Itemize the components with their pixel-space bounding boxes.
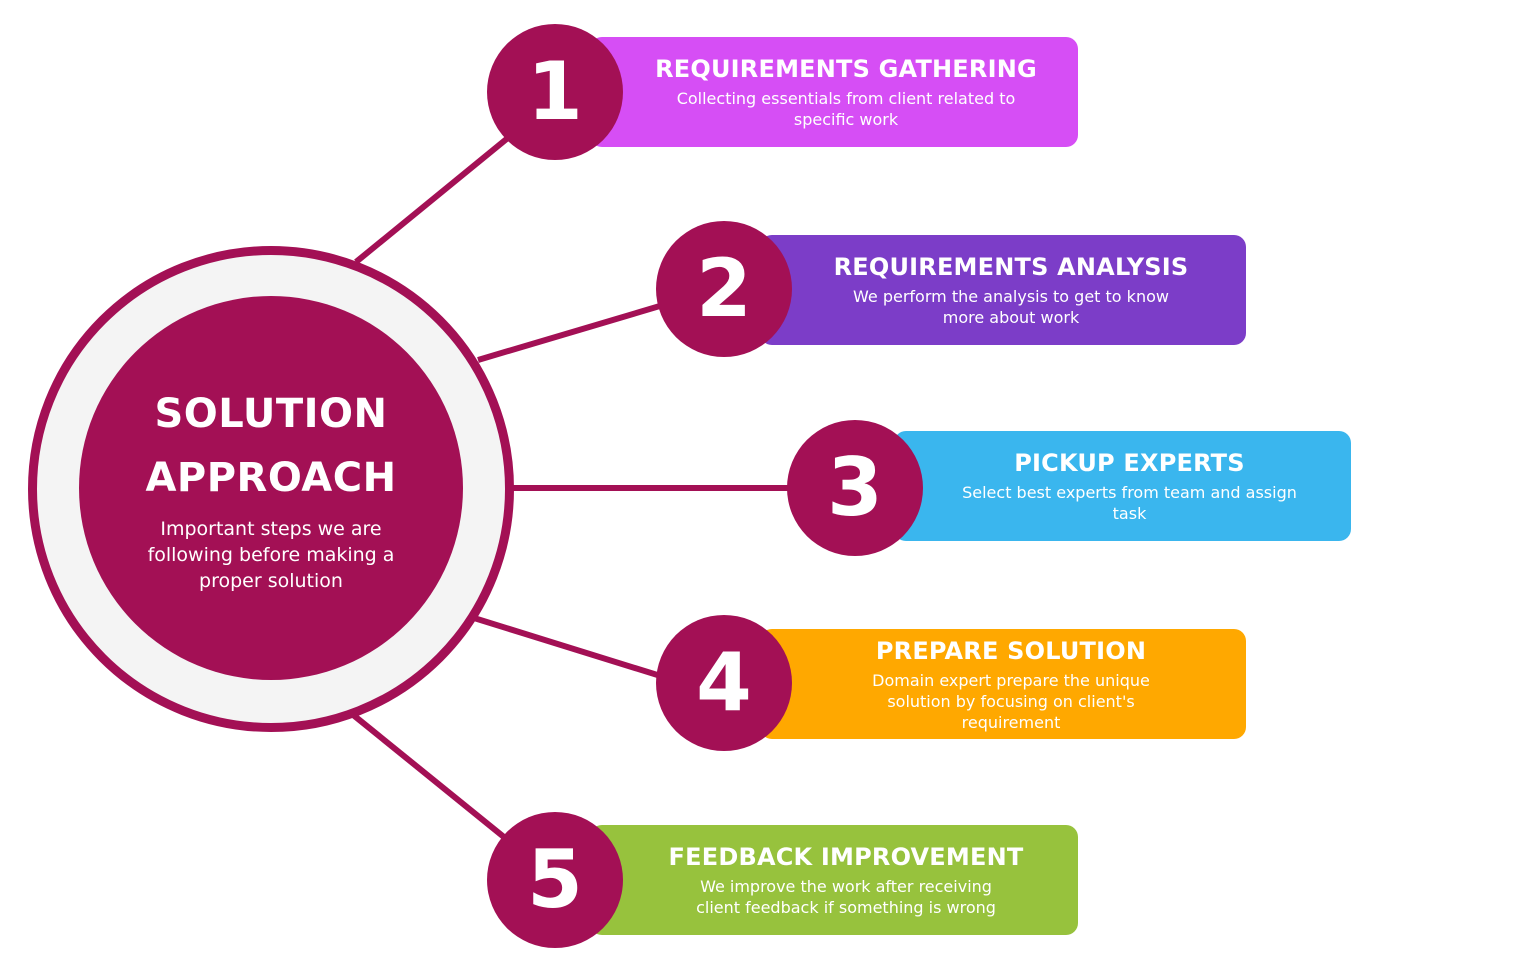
step-card-4: PREPARE SOLUTION Domain expert prepare t… bbox=[760, 629, 1246, 739]
connector-line-2 bbox=[477, 297, 681, 363]
step-card-2: REQUIREMENTS ANALYSIS We perform the ana… bbox=[760, 235, 1246, 345]
step-number-circle-1: 1 bbox=[487, 24, 623, 160]
step-number-circle-3: 3 bbox=[787, 420, 923, 556]
step-card-1: REQUIREMENTS GATHERING Collecting essent… bbox=[590, 37, 1078, 147]
step-description-5: We improve the work after receiving clie… bbox=[696, 877, 996, 917]
connector-line-4 bbox=[473, 615, 681, 685]
step-number-circle-2: 2 bbox=[656, 221, 792, 357]
step-title-1: REQUIREMENTS GATHERING bbox=[655, 55, 1037, 83]
step-card-3: PICKUP EXPERTS Select best experts from … bbox=[894, 431, 1351, 541]
step-description-4: Domain expert prepare the unique solutio… bbox=[872, 670, 1150, 732]
step-description-2: We perform the analysis to get to know m… bbox=[853, 287, 1169, 327]
step-title-3: PICKUP EXPERTS bbox=[1014, 449, 1245, 477]
step-title-5: FEEDBACK IMPROVEMENT bbox=[668, 843, 1024, 871]
step-number-circle-5: 5 bbox=[487, 812, 623, 948]
hub-subtitle: Important steps we are following before … bbox=[147, 518, 395, 592]
hub-title-line-1: SOLUTION bbox=[154, 391, 388, 437]
hub-circle: SOLUTION APPROACH Important steps we are… bbox=[79, 296, 463, 680]
step-description-3: Select best experts from team and assign… bbox=[962, 483, 1297, 523]
step-card-5: FEEDBACK IMPROVEMENT We improve the work… bbox=[590, 825, 1078, 935]
connector-line-1 bbox=[354, 125, 522, 265]
step-number-circle-4: 4 bbox=[656, 615, 792, 751]
step-title-2: REQUIREMENTS ANALYSIS bbox=[833, 253, 1189, 281]
hub-title-line-2: APPROACH bbox=[145, 455, 397, 501]
step-title-4: PREPARE SOLUTION bbox=[875, 636, 1147, 665]
step-description-1: Collecting essentials from client relate… bbox=[676, 89, 1016, 129]
connector-line-5 bbox=[350, 711, 522, 853]
